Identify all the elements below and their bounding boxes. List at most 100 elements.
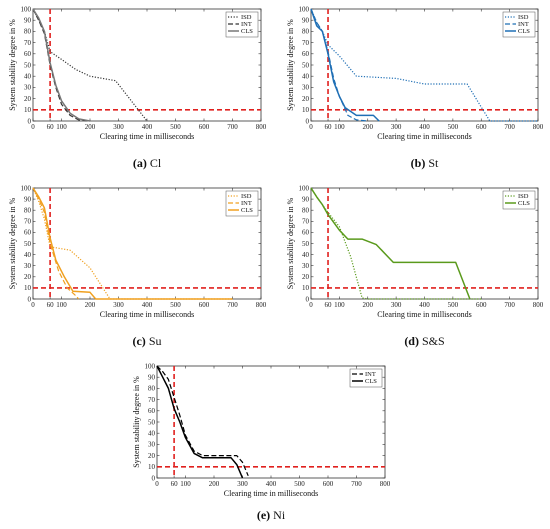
y-tick-label: 40 [24, 73, 32, 81]
x-tick-label: 300 [391, 123, 402, 131]
series-line-int [156, 365, 249, 477]
x-tick-label: 200 [363, 123, 374, 131]
y-tick-label: 70 [148, 396, 156, 404]
x-axis-label: Clearing time in milliseconds [377, 310, 471, 319]
series-line-isd [310, 187, 482, 300]
x-tick-label: 500 [294, 480, 305, 488]
series-line-cls [156, 365, 244, 479]
y-tick-label: 20 [24, 95, 32, 103]
y-tick-label: 50 [24, 240, 32, 248]
x-tick-label: 400 [419, 301, 430, 309]
legend-entry-label: CLS [241, 207, 253, 214]
x-tick-label: 600 [476, 123, 487, 131]
y-tick-label: 60 [148, 407, 156, 415]
x-tick-label: 200 [363, 301, 374, 309]
x-tick-label: 300 [113, 301, 124, 309]
y-tick-label: 60 [24, 50, 32, 58]
x-axis-label: Clearing time in milliseconds [377, 132, 471, 141]
x-tick-label: 700 [227, 123, 238, 131]
x-tick-label: 800 [256, 301, 267, 309]
x-tick-label: 60 [171, 480, 179, 488]
x-tick-label: 60 [325, 123, 333, 131]
chart-panel-2: 0 60 100 200 300 400 500 600 700 8000102030405060… [286, 5, 544, 170]
legend-entry-label: INT [241, 200, 252, 207]
series-line-cls [310, 8, 380, 122]
legend [349, 368, 383, 388]
y-tick-label: 20 [302, 273, 310, 281]
y-axis-label: System stability degree in % [8, 197, 17, 289]
y-tick-label: 0 [306, 295, 310, 303]
panel-caption: (c) Su [132, 334, 161, 348]
series-line-isd [32, 187, 233, 300]
x-tick-label: 100 [56, 123, 67, 131]
x-tick-label: 100 [334, 301, 345, 309]
panel-caption-label: (c) [132, 334, 145, 348]
x-tick-label: 100 [56, 301, 67, 309]
x-tick-label: 400 [419, 123, 430, 131]
panel-caption-text: S&S [419, 334, 445, 348]
x-tick-label: 500 [170, 123, 181, 131]
y-tick-label: 40 [24, 251, 32, 259]
y-tick-label: 20 [148, 452, 156, 460]
x-tick-label: 700 [227, 301, 238, 309]
x-tick-label: 800 [256, 123, 267, 131]
x-tick-label: 0 [155, 480, 159, 488]
panel-caption: (b) St [411, 156, 439, 170]
y-tick-label: 20 [24, 273, 32, 281]
series-line-isd [310, 8, 538, 122]
y-tick-label: 50 [302, 240, 310, 248]
legend-entry-label: ISD [241, 193, 252, 200]
panel-caption-label: (e) [257, 508, 270, 522]
x-tick-label: 400 [142, 301, 153, 309]
chart-panel-4: 0 60 100 200 300 400 500 600 700 8000102030405060… [286, 184, 544, 348]
x-tick-label: 100 [180, 480, 191, 488]
legend-entry-label: CLS [518, 28, 530, 35]
y-tick-label: 50 [302, 61, 310, 69]
y-tick-label: 10 [302, 284, 310, 292]
panel-caption-label: (b) [411, 156, 426, 170]
panel-caption: (e) Ni [257, 508, 286, 522]
legend-entry-label: INT [518, 21, 529, 28]
chart-panel-5: 0 60 100 200 300 400 500 600 700 8000102030405060… [132, 362, 391, 522]
legend-entry-label: INT [241, 21, 252, 28]
y-tick-label: 0 [28, 117, 32, 125]
x-axis-label: Clearing time in milliseconds [100, 132, 194, 141]
y-tick-label: 70 [24, 39, 32, 47]
y-tick-label: 30 [148, 441, 156, 449]
x-tick-label: 800 [380, 480, 391, 488]
panel-caption: (d) S&S [404, 334, 444, 348]
y-tick-label: 70 [24, 218, 32, 226]
x-tick-label: 0 [309, 123, 313, 131]
x-tick-label: 800 [533, 301, 544, 309]
x-tick-label: 600 [199, 123, 210, 131]
y-axis-label: System stability degree in % [132, 376, 141, 468]
panel-caption-label: (d) [404, 334, 419, 348]
x-tick-label: 800 [533, 123, 544, 131]
x-tick-label: 400 [142, 123, 153, 131]
y-tick-label: 90 [148, 374, 156, 382]
x-tick-label: 200 [209, 480, 220, 488]
y-tick-label: 100 [21, 5, 32, 13]
x-tick-label: 60 [325, 301, 333, 309]
x-tick-label: 0 [309, 301, 313, 309]
series-line-int [32, 8, 91, 122]
x-tick-label: 600 [199, 301, 210, 309]
x-tick-label: 400 [266, 480, 277, 488]
y-tick-label: 10 [302, 106, 310, 114]
y-tick-label: 40 [302, 73, 310, 81]
y-tick-label: 30 [24, 262, 32, 270]
x-tick-label: 300 [113, 123, 124, 131]
y-tick-label: 10 [148, 463, 156, 471]
y-tick-label: 50 [24, 61, 32, 69]
legend-entry-label: CLS [241, 28, 253, 35]
x-tick-label: 60 [47, 123, 55, 131]
y-tick-label: 50 [148, 418, 156, 426]
x-tick-label: 200 [85, 123, 96, 131]
legend-entry-label: CLS [518, 200, 530, 207]
y-tick-label: 100 [299, 184, 310, 192]
series-line-cls [32, 187, 233, 300]
x-axis-label: Clearing time in milliseconds [224, 489, 318, 498]
y-tick-label: 60 [24, 229, 32, 237]
x-tick-label: 500 [170, 301, 181, 309]
y-axis-label: System stability degree in % [8, 19, 17, 111]
